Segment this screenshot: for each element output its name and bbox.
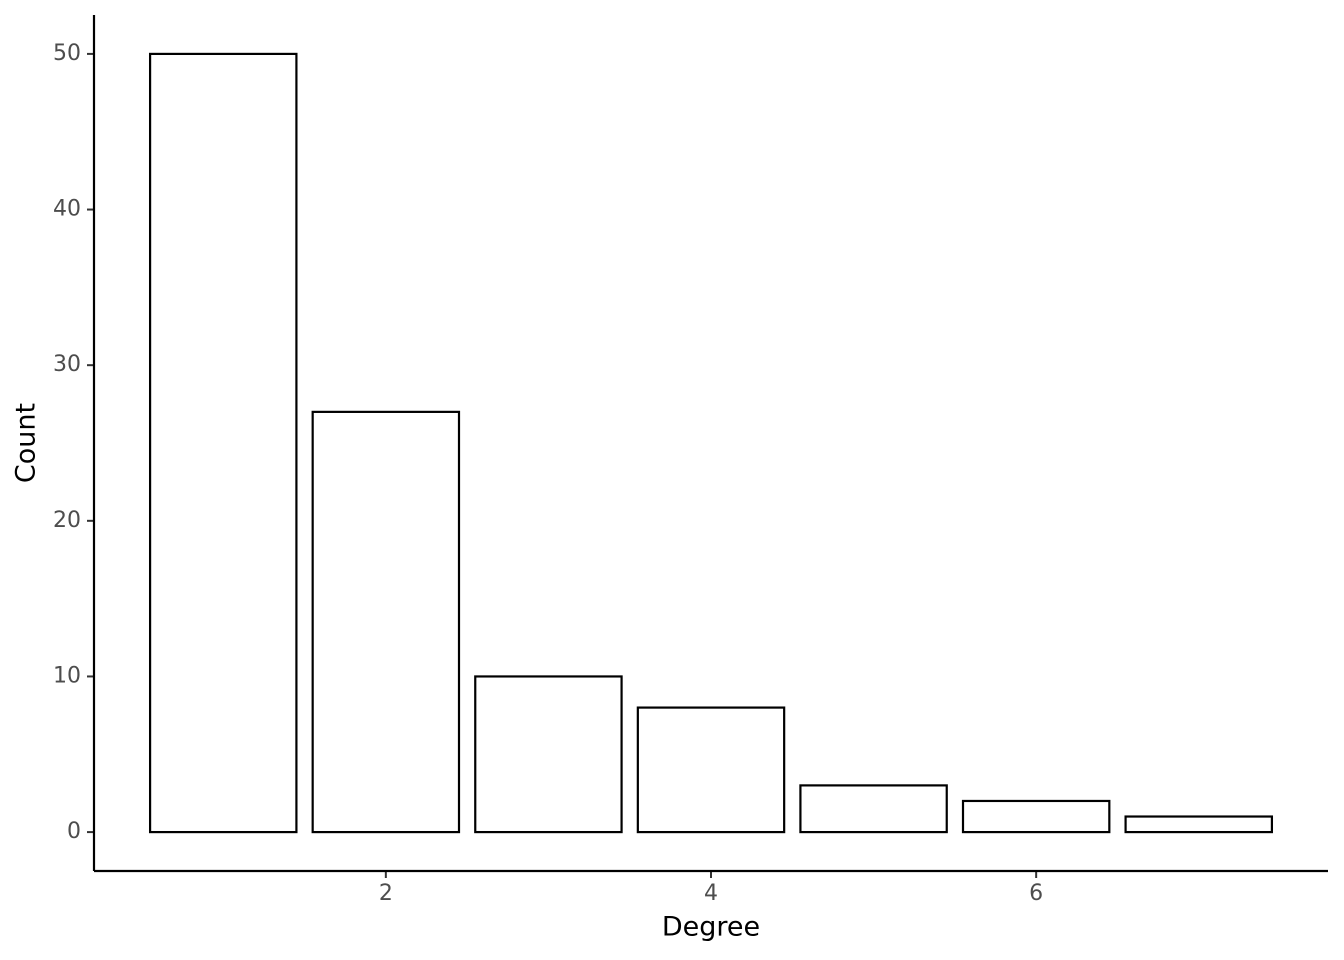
- bar: [1124, 815, 1274, 834]
- y-tick-label: 10: [53, 663, 81, 688]
- y-tick-label: 50: [53, 41, 81, 66]
- bar: [961, 799, 1111, 834]
- x-tick-label: 2: [379, 881, 393, 906]
- bar: [474, 675, 623, 834]
- y-axis-title: Count: [11, 403, 42, 483]
- y-tick-label: 30: [53, 352, 81, 377]
- bar: [311, 410, 461, 834]
- y-tick-label: 20: [53, 508, 81, 533]
- x-tick-label: 6: [1029, 881, 1043, 906]
- y-tick-label: 40: [53, 197, 81, 222]
- bar: [799, 784, 948, 834]
- y-tick-label: 0: [67, 819, 81, 844]
- x-axis-title: Degree: [662, 912, 760, 943]
- x-tick-label: 4: [704, 881, 718, 906]
- bar: [148, 52, 298, 834]
- bar: [636, 706, 786, 834]
